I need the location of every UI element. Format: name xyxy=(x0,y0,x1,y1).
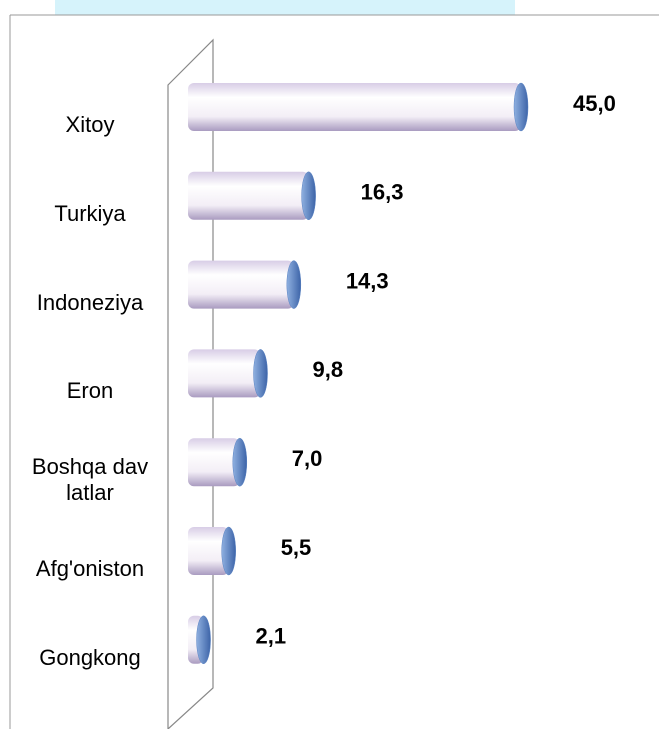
bar xyxy=(188,526,236,576)
bar-body xyxy=(188,171,309,220)
header-band xyxy=(55,0,515,15)
bar-body xyxy=(188,83,521,131)
category-label: Indoneziya xyxy=(36,289,144,315)
data-label: 2,1 xyxy=(256,624,287,649)
bar-cap xyxy=(253,349,268,398)
category-label: Gongkong xyxy=(39,644,141,670)
bar-cap xyxy=(221,526,236,576)
data-label: 16,3 xyxy=(361,180,404,205)
axis-wall xyxy=(167,38,214,729)
bar xyxy=(188,82,529,132)
bar xyxy=(188,171,316,221)
category-label: Turkiya xyxy=(54,200,126,226)
bar-cap xyxy=(196,615,211,665)
bar-body xyxy=(188,349,261,398)
bar xyxy=(188,615,211,665)
bar xyxy=(188,437,248,487)
bar-body xyxy=(188,527,229,575)
bar xyxy=(188,349,268,398)
data-label: 14,3 xyxy=(346,268,389,293)
bar-body xyxy=(188,260,294,309)
bar-cap xyxy=(286,260,302,309)
bar-cap xyxy=(301,171,316,221)
data-label: 7,0 xyxy=(292,446,323,471)
data-label: 45,0 xyxy=(573,91,616,116)
category-label: Xitoy xyxy=(65,112,115,137)
bar xyxy=(188,260,302,309)
category-label: Afg'oniston xyxy=(35,556,145,581)
data-label: 5,5 xyxy=(281,535,312,560)
category-label: Boshqa davlatlar xyxy=(31,454,149,506)
category-label: Eron xyxy=(66,378,114,404)
bar-cap xyxy=(232,437,248,487)
data-label: 9,8 xyxy=(313,357,344,382)
bar-body xyxy=(188,438,240,487)
bar-cap xyxy=(513,82,529,132)
